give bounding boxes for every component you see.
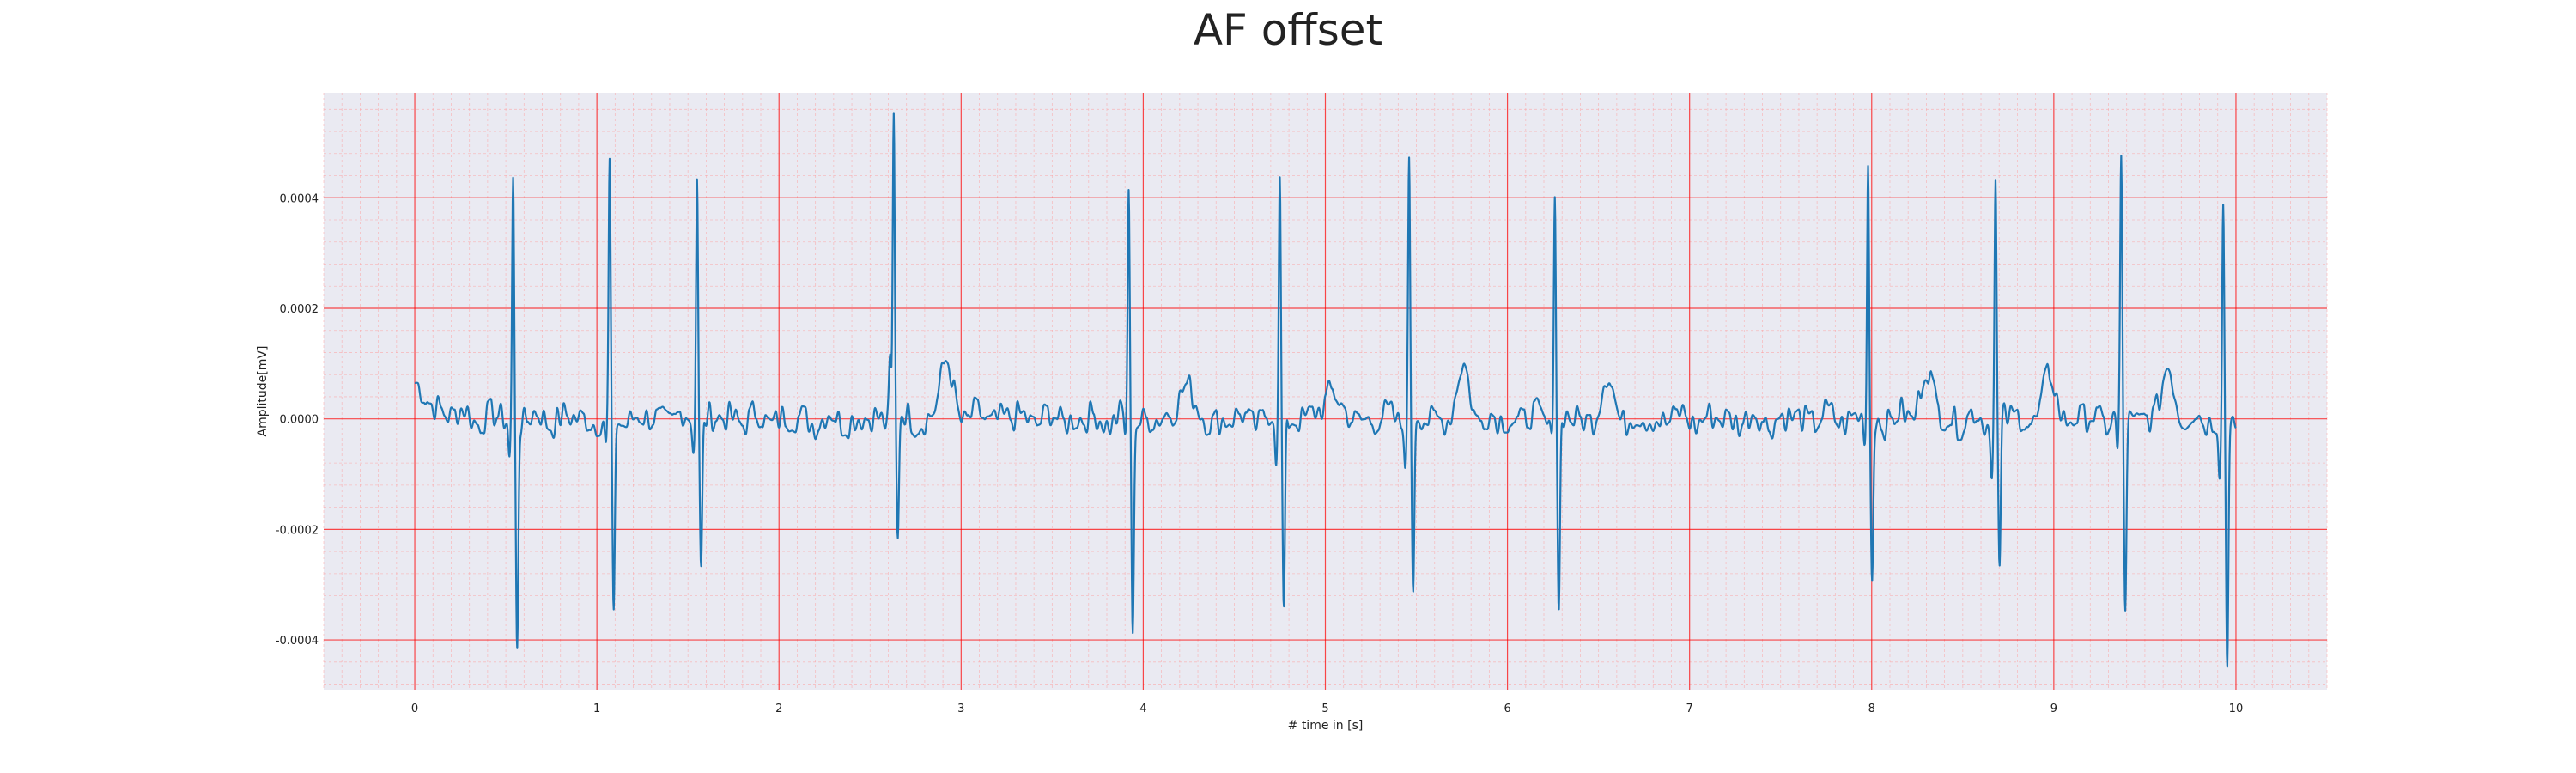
series-layer bbox=[414, 112, 2237, 668]
y-tick-label: -0.0004 bbox=[276, 635, 319, 648]
x-tick-label: 1 bbox=[593, 703, 600, 715]
major-grid bbox=[324, 93, 2327, 690]
x-axis-label: # time in [s] bbox=[1288, 719, 1364, 733]
x-tick-label: 5 bbox=[1321, 703, 1328, 715]
y-tick-labels: 0.0004 0.0002 0.0000 -0.0002 -0.0004 bbox=[276, 192, 319, 648]
y-axis-label: Amplitude[mV] bbox=[256, 346, 270, 437]
y-tick-label: 0.0000 bbox=[280, 414, 319, 427]
x-tick-label: 6 bbox=[1504, 703, 1510, 715]
y-tick-label: 0.0002 bbox=[280, 303, 319, 316]
chart-title: AF offset bbox=[1193, 5, 1383, 55]
x-tick-label: 10 bbox=[2229, 703, 2244, 715]
x-tick-label: 8 bbox=[1868, 703, 1875, 715]
x-tick-label: 9 bbox=[2050, 703, 2057, 715]
y-tick-label: 0.0004 bbox=[280, 192, 319, 205]
x-tick-label: 2 bbox=[775, 703, 782, 715]
y-tick-label: -0.0002 bbox=[276, 524, 319, 537]
x-tick-labels: 0 1 2 3 4 5 6 7 8 9 10 bbox=[411, 703, 2243, 715]
x-tick-label: 3 bbox=[957, 703, 964, 715]
x-tick-label: 0 bbox=[411, 703, 418, 715]
x-tick-label: 4 bbox=[1139, 703, 1146, 715]
x-tick-label: 7 bbox=[1686, 703, 1693, 715]
ecg-series-line bbox=[414, 112, 2237, 668]
